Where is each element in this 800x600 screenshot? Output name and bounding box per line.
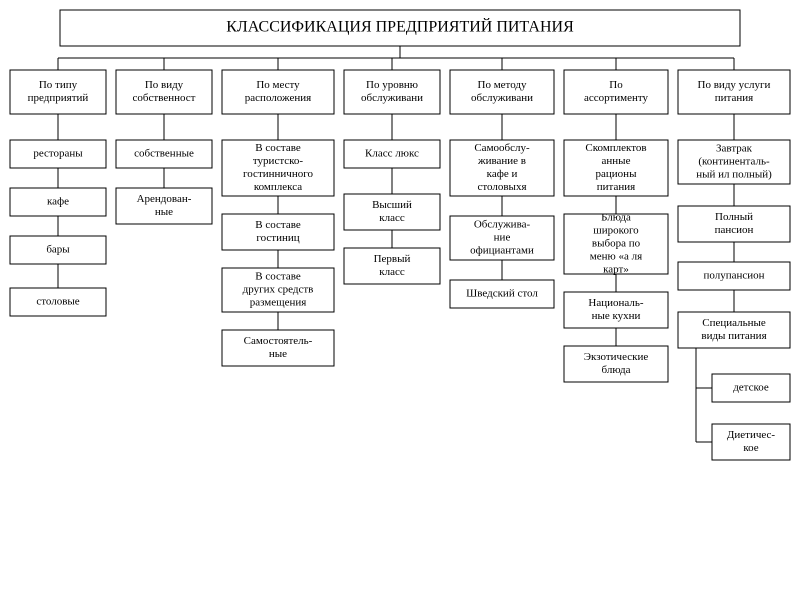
column-header-label: По виду [145, 79, 184, 91]
leaf-label: столовыхя [477, 181, 526, 193]
leaf-label: класс [379, 212, 405, 224]
column-header-label: обслуживани [471, 92, 533, 104]
leaf-label: ные [155, 206, 173, 218]
column-header-label: По уровню [366, 79, 418, 91]
column-header-label: По методу [478, 79, 527, 91]
leaf-label: карт» [603, 264, 629, 276]
leaf-label: Класс люкс [365, 148, 419, 160]
leaf-label: рационы [596, 168, 638, 180]
leaf-label: анные [602, 155, 631, 167]
column-header-label: расположения [245, 92, 311, 104]
leaf-label: туристско- [253, 155, 304, 167]
leaf-label: Высший [372, 199, 412, 211]
leaf-label: Националь- [588, 297, 643, 309]
column-header-label: ассортименту [584, 92, 649, 104]
leaf-label: Шведский стол [466, 288, 538, 300]
leaf-label: официантами [470, 245, 534, 257]
leaf-label: гостиниц [256, 232, 299, 244]
sub-leaf-label: Диетичес- [727, 429, 776, 441]
column-header-label: предприятий [28, 92, 89, 104]
column-header-label: По [609, 79, 623, 91]
leaf-label: живание в [477, 155, 526, 167]
leaf-label: Завтрак [716, 143, 753, 155]
sub-leaf-label: кое [743, 442, 758, 454]
column-header-label: По виду услуги [698, 79, 771, 91]
leaf-label: меню «а ля [590, 251, 642, 263]
leaf-label: гостинничного [243, 168, 313, 180]
leaf-label: В составе [255, 219, 301, 231]
leaf-label: Полный [715, 211, 753, 223]
leaf-label: Специальные [702, 317, 766, 329]
leaf-label: кафе [47, 196, 69, 208]
leaf-label: ные [269, 348, 287, 360]
leaf-label: рестораны [33, 148, 83, 160]
leaf-label: ный ил полный) [696, 169, 772, 181]
leaf-label: блюда [602, 364, 631, 376]
leaf-label: широкого [593, 225, 639, 237]
leaf-label: полупансион [703, 270, 764, 282]
sub-leaf-label: детское [733, 382, 769, 394]
leaf-label: Скомплектов [585, 142, 646, 154]
column-header-label: По типу [39, 79, 78, 91]
leaf-label: пансион [715, 224, 754, 236]
leaf-label: виды питания [701, 330, 766, 342]
leaf-label: питания [597, 181, 635, 193]
leaf-label: выбора по [592, 238, 641, 250]
leaf-label: Экзотические [584, 351, 649, 363]
leaf-label: бары [46, 244, 70, 256]
column-header-label: собственност [133, 92, 196, 104]
leaf-label: Первый [374, 253, 411, 265]
leaf-label: других средств [243, 284, 314, 296]
leaf-label: класс [379, 266, 405, 278]
leaf-label: ные кухни [592, 310, 641, 322]
leaf-label: Арендован- [137, 193, 192, 205]
column-header-label: питания [715, 92, 753, 104]
column-header-label: По месту [256, 79, 300, 91]
leaf-label: размещения [250, 297, 307, 309]
leaf-label: ние [494, 232, 511, 244]
leaf-label: Обслужива- [474, 219, 531, 231]
column-header-label: обслуживани [361, 92, 423, 104]
leaf-label: Блюда [601, 212, 631, 224]
leaf-label: комплекса [254, 181, 302, 193]
leaf-label: собственные [134, 148, 194, 160]
leaf-label: столовые [36, 296, 79, 308]
leaf-label: В составе [255, 271, 301, 283]
leaf-label: Самообслу- [474, 142, 530, 154]
leaf-label: (континенталь- [698, 156, 770, 168]
title-label: КЛАССИФИКАЦИЯ ПРЕДПРИЯТИЙ ПИТАНИЯ [226, 17, 574, 36]
leaf-label: Самостоятель- [244, 335, 313, 347]
leaf-label: кафе и [487, 168, 518, 180]
leaf-label: В составе [255, 142, 301, 154]
